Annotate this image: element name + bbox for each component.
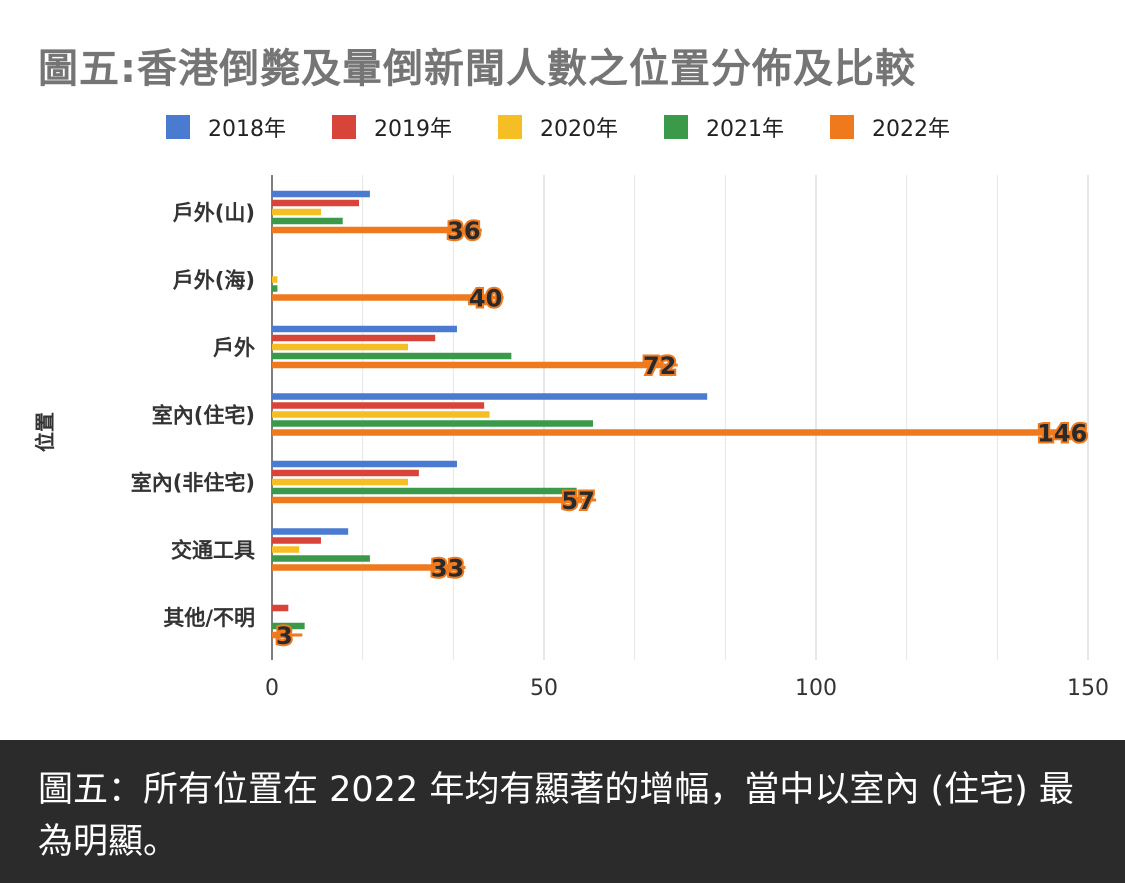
- bar: [272, 604, 289, 612]
- bar: [272, 429, 1067, 436]
- legend-item: 2018年: [166, 111, 286, 143]
- category-label: 戶外: [213, 336, 255, 360]
- category-label: 戶外(山): [173, 201, 255, 225]
- caption-text: 圖五：所有位置在 2022 年均有顯著的增幅，當中以室內 (住宅) 最為明顯。: [38, 770, 1074, 862]
- bar: [272, 361, 664, 369]
- bar: [272, 469, 419, 477]
- data-label: 36: [447, 217, 480, 245]
- legend-label: 2018年: [208, 117, 286, 142]
- bar: [272, 460, 457, 468]
- bar: [272, 285, 278, 292]
- bar: [272, 622, 305, 630]
- x-tick-label: 50: [530, 676, 558, 701]
- bar: [272, 496, 583, 504]
- legend-swatch: [166, 115, 190, 139]
- bar: [272, 411, 490, 418]
- bar: [272, 334, 436, 342]
- legend-item: 2021年: [664, 111, 784, 143]
- bar: [272, 564, 452, 571]
- legend-swatch: [332, 115, 356, 139]
- bar: [272, 199, 360, 207]
- legend-item: 2019年: [332, 111, 452, 143]
- bar: [272, 190, 370, 198]
- bar: [272, 631, 289, 639]
- bar: [272, 226, 468, 234]
- bar: [272, 276, 278, 283]
- legend-swatch: [498, 115, 522, 139]
- bar: [272, 528, 349, 535]
- category-label: 交通工具: [171, 539, 255, 563]
- bar: [272, 325, 457, 333]
- bar: [272, 208, 321, 216]
- data-label: 57: [561, 487, 594, 515]
- bar: [272, 555, 370, 562]
- bar: [272, 420, 593, 427]
- bar: [272, 478, 408, 486]
- legend-swatch: [830, 115, 854, 139]
- category-label: 室內(住宅): [152, 404, 255, 428]
- bar: [272, 352, 512, 360]
- bar: [272, 402, 485, 409]
- legend-swatch: [664, 115, 688, 139]
- legend-label: 2021年: [706, 117, 784, 142]
- legend-item: 2022年: [830, 111, 950, 143]
- bar: [272, 537, 321, 544]
- caption-bar: 圖五：所有位置在 2022 年均有顯著的增幅，當中以室內 (住宅) 最為明顯。: [0, 740, 1125, 883]
- data-label: 33: [431, 555, 464, 583]
- data-label: 72: [643, 352, 676, 380]
- category-label: 其他/不明: [163, 606, 255, 630]
- chart-title: 圖五:香港倒斃及暈倒新聞人數之位置分佈及比較: [38, 46, 916, 92]
- y-axis-title: 位置: [33, 412, 57, 452]
- data-label: 3: [276, 622, 293, 650]
- bar: [272, 343, 408, 351]
- category-label: 室內(非住宅): [131, 471, 255, 495]
- bar: [272, 487, 577, 495]
- legend-label: 2019年: [374, 117, 452, 142]
- bar: [272, 294, 490, 301]
- legend-label: 2020年: [540, 117, 618, 142]
- data-label: 146: [1037, 420, 1087, 448]
- x-tick-label: 100: [795, 676, 837, 701]
- bar: [272, 546, 300, 553]
- chart: 圖五:香港倒斃及暈倒新聞人數之位置分佈及比較 2018年 2019年 2020年 20…: [33, 46, 1109, 701]
- data-label: 40: [469, 285, 502, 313]
- plot-area: 0 50 100 150 位置 戶外(山) 36 戶外(海) 40 戶外 72 室內(住宅) 146 室內…: [33, 175, 1109, 701]
- bar: [272, 217, 343, 225]
- legend: 2018年 2019年 2020年 2021年 2022年: [166, 112, 996, 142]
- category-label: 戶外(海): [173, 269, 255, 293]
- x-tick-label: 0: [265, 676, 279, 701]
- x-tick-label: 150: [1067, 676, 1109, 701]
- bar: [272, 393, 708, 400]
- legend-item: 2020年: [498, 111, 618, 143]
- legend-label: 2022年: [872, 117, 950, 142]
